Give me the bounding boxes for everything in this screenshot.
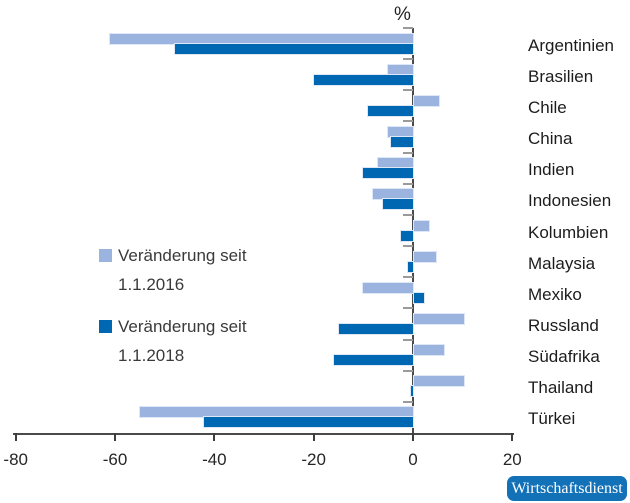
- bar-2018-russland: [338, 323, 413, 334]
- legend-swatch-2016-icon: [99, 249, 112, 262]
- category-label-china: China: [528, 129, 573, 149]
- legend-label-2018-line1: Veränderung seit: [118, 317, 247, 336]
- bar-2018-malaysia: [408, 261, 413, 272]
- category-tick: [403, 58, 413, 61]
- x-axis-tick: [213, 433, 216, 441]
- category-tick: [403, 213, 413, 216]
- category-label-mexiko: Mexiko: [528, 284, 582, 304]
- source-badge: Wirtschaftsdienst: [507, 476, 627, 501]
- legend-label-2018-line2: 1.1.2018: [118, 346, 185, 365]
- y-axis-line: [412, 28, 414, 433]
- x-axis-tick-label: -20: [301, 450, 326, 469]
- bar-2016-malaysia: [414, 251, 437, 262]
- category-tick: [403, 338, 413, 341]
- category-tick: [403, 245, 413, 248]
- legend-label-2016-line2: 1.1.2016: [118, 275, 185, 294]
- category-tick: [403, 120, 413, 123]
- bar-2018-mexiko: [414, 292, 424, 303]
- bar-2016-thailand: [414, 376, 464, 387]
- category-tick: [403, 89, 413, 92]
- legend-row-2016: Veränderung seit: [99, 241, 247, 270]
- bar-2018-s-dafrika: [333, 355, 413, 366]
- category-label-chile: Chile: [528, 97, 567, 117]
- category-label-brasilien: Brasilien: [528, 66, 594, 86]
- bar-2016-chile: [414, 95, 439, 106]
- axis-unit-label: %: [394, 4, 411, 25]
- x-axis-tick-label: -80: [3, 450, 29, 469]
- bar-2016-indien: [378, 158, 413, 169]
- category-tick: [403, 151, 413, 154]
- bar-2016-argentinien: [110, 33, 413, 44]
- category-label-malaysia: Malaysia: [528, 253, 596, 273]
- legend-item-2016: Veränderung seit 1.1.2016: [99, 241, 247, 299]
- category-tick: [403, 307, 413, 310]
- bar-2016-kolumbien: [414, 220, 429, 231]
- category-label-thailand: Thailand: [528, 378, 594, 398]
- bar-2018-indonesien: [383, 199, 413, 210]
- bar-2018-thailand: [410, 386, 413, 397]
- x-axis-tick: [14, 433, 17, 441]
- category-label-russland: Russland: [528, 315, 599, 335]
- category-label-kolumbien: Kolumbien: [528, 222, 609, 242]
- x-axis-line: [13, 433, 514, 435]
- bar-2016-t-rkei: [139, 407, 413, 418]
- category-label-s-dafrika: Südafrika: [528, 347, 600, 367]
- category-label-argentinien: Argentinien: [528, 35, 615, 55]
- bar-2018-t-rkei: [204, 417, 413, 428]
- x-axis-tick: [412, 433, 414, 441]
- bar-2016-brasilien: [388, 64, 413, 75]
- bar-2018-argentinien: [174, 43, 413, 54]
- category-label-t-rkei: Türkei: [528, 409, 576, 429]
- category-tick: [403, 400, 413, 403]
- bar-2018-brasilien: [313, 74, 413, 85]
- bar-2016-china: [388, 127, 413, 138]
- legend-item-2018: Veränderung seit 1.1.2018: [99, 312, 247, 370]
- x-axis-tick: [511, 433, 514, 441]
- bar-2018-chile: [368, 105, 413, 116]
- category-label-indonesien: Indonesien: [528, 191, 612, 211]
- legend-swatch-2018-icon: [99, 320, 112, 333]
- bar-2018-kolumbien: [400, 230, 413, 241]
- category-tick: [403, 182, 413, 185]
- category-tick: [403, 27, 413, 29]
- bar-2016-russland: [414, 313, 464, 324]
- x-axis-tick-label: 0: [408, 450, 418, 469]
- category-tick: [403, 276, 413, 279]
- x-axis-tick: [114, 433, 117, 441]
- bar-2016-mexiko: [363, 282, 413, 293]
- x-axis-tick: [312, 433, 315, 441]
- legend-label-2016-line1: Veränderung seit: [118, 246, 247, 265]
- bar-2016-indonesien: [373, 189, 413, 200]
- bar-2016-s-dafrika: [414, 345, 444, 356]
- bar-2018-china: [390, 137, 413, 148]
- category-label-indien: Indien: [528, 160, 575, 180]
- x-axis-tick-label: -60: [102, 450, 128, 469]
- bar-2018-indien: [363, 168, 413, 179]
- category-tick: [403, 369, 413, 372]
- legend-row-2018: Veränderung seit: [99, 312, 247, 341]
- x-axis-tick-label: -40: [202, 450, 227, 469]
- x-axis-tick-label: 20: [502, 450, 522, 469]
